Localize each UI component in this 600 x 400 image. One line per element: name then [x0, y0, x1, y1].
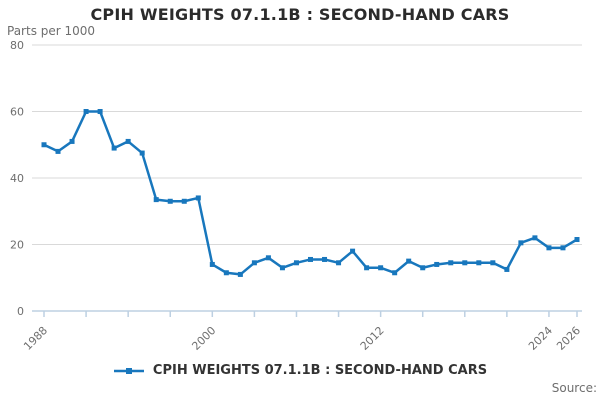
data-point-marker[interactable]: [293, 260, 299, 266]
data-point-marker[interactable]: [237, 271, 243, 277]
data-point-marker[interactable]: [406, 258, 412, 264]
data-point-marker[interactable]: [532, 235, 538, 241]
legend-marker-icon: [113, 367, 144, 374]
data-point-marker[interactable]: [55, 148, 61, 154]
data-point-marker[interactable]: [125, 138, 131, 144]
data-point-marker[interactable]: [574, 237, 580, 243]
data-point-marker[interactable]: [378, 265, 384, 271]
data-point-marker[interactable]: [434, 261, 440, 267]
data-point-marker[interactable]: [504, 266, 510, 272]
y-tick-label: 0: [17, 305, 24, 318]
source-label: Source:: [551, 381, 597, 395]
series-line: [42, 110, 579, 276]
x-tick-label: 2024: [526, 324, 555, 353]
data-point-marker[interactable]: [336, 260, 342, 266]
data-point-marker[interactable]: [97, 109, 103, 114]
data-point-marker[interactable]: [518, 240, 524, 246]
x-tick-label: 1988: [21, 324, 50, 353]
data-point-marker[interactable]: [322, 256, 328, 262]
data-point-marker[interactable]: [181, 198, 187, 204]
data-point-marker[interactable]: [111, 145, 117, 151]
data-point-marker[interactable]: [279, 265, 285, 271]
x-tick-label: 2026: [554, 324, 583, 353]
data-point-marker[interactable]: [41, 142, 47, 148]
data-point-marker[interactable]: [167, 198, 173, 204]
data-point-marker[interactable]: [223, 270, 229, 276]
data-point-marker[interactable]: [462, 260, 468, 266]
data-point-marker[interactable]: [251, 260, 257, 266]
data-point-marker[interactable]: [153, 197, 159, 203]
y-tick-label: 60: [10, 106, 24, 119]
data-point-marker[interactable]: [209, 261, 215, 267]
plot-area[interactable]: 0 20 40 60 80 1988 2000 2012 2024 2026: [0, 36, 600, 358]
y-tick-label: 80: [10, 39, 24, 52]
chart-title: CPIH WEIGHTS 07.1.1B : SECOND-HAND CARS: [90, 5, 510, 24]
data-point-marker[interactable]: [392, 270, 398, 276]
data-point-marker[interactable]: [420, 265, 426, 271]
data-point-marker[interactable]: [448, 260, 454, 266]
data-point-marker[interactable]: [139, 150, 145, 156]
y-tick-label: 20: [10, 239, 24, 252]
y-axis-unit-label: Parts per 1000: [7, 24, 96, 38]
data-point-marker[interactable]: [476, 260, 482, 266]
data-point-marker[interactable]: [308, 256, 313, 262]
legend-label: CPIH WEIGHTS 07.1.1B : SECOND-HAND CARS: [152, 363, 488, 378]
data-point-marker[interactable]: [490, 260, 496, 266]
legend[interactable]: CPIH WEIGHTS 07.1.1B : SECOND-HAND CARS: [0, 363, 600, 378]
data-point-marker[interactable]: [350, 248, 356, 254]
x-tick-label: 2012: [358, 324, 387, 353]
data-point-marker[interactable]: [265, 255, 271, 261]
data-point-marker[interactable]: [69, 138, 75, 144]
y-tick-label: 40: [10, 172, 24, 185]
data-point-marker[interactable]: [560, 245, 566, 251]
x-tick-label: 2000: [189, 324, 218, 353]
data-point-marker[interactable]: [364, 265, 370, 271]
data-point-marker[interactable]: [195, 195, 201, 201]
legend-square: [125, 367, 132, 374]
data-point-marker[interactable]: [83, 109, 89, 114]
data-point-marker[interactable]: [546, 245, 552, 251]
